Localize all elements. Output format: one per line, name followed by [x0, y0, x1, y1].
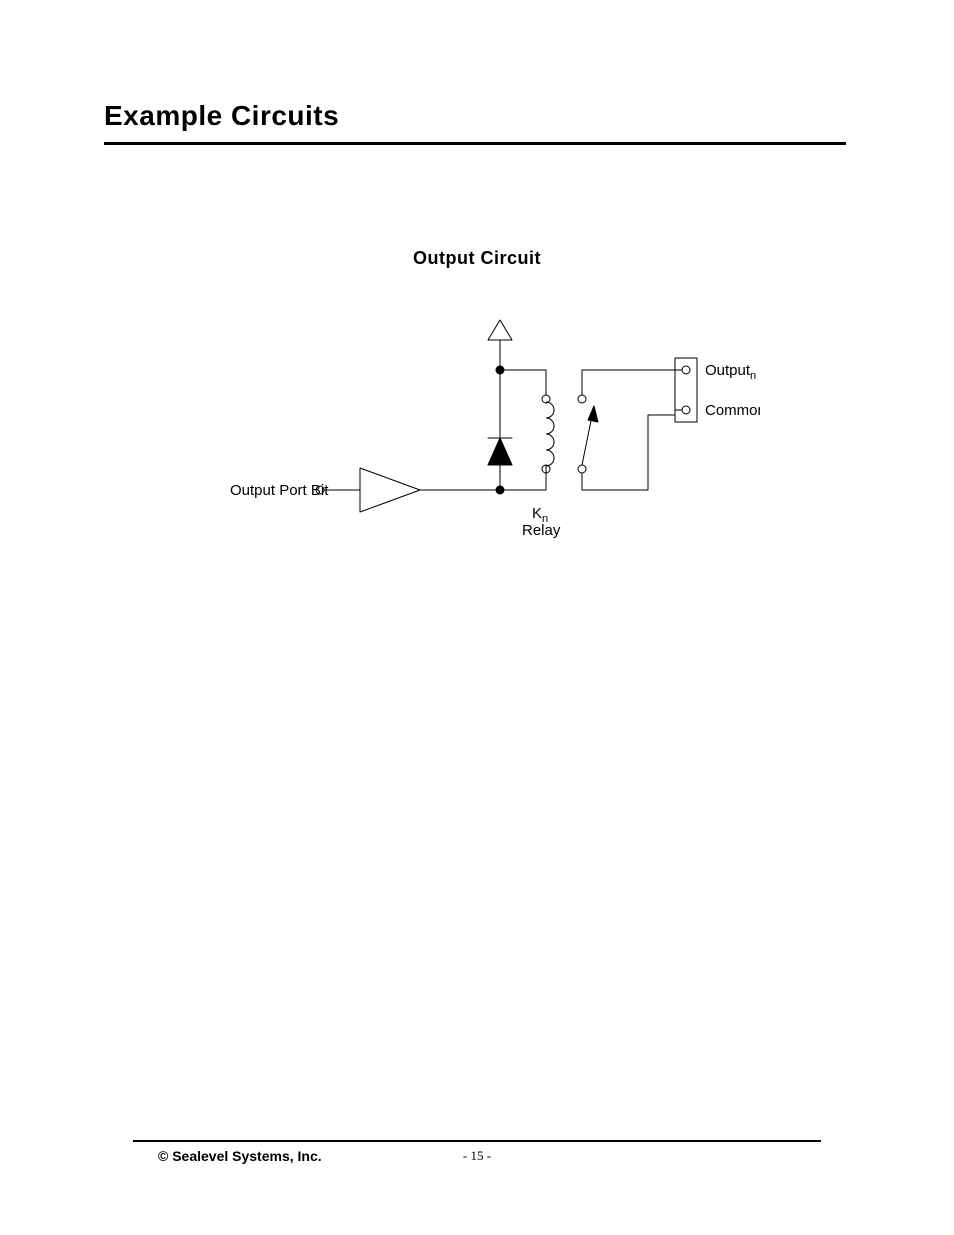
svg-text:Relay: Relay	[522, 522, 561, 539]
document-page: Example Circuits Output Circuit Output P…	[0, 0, 954, 1235]
svg-text:Output Port Bit: Output Port Bit	[230, 482, 329, 499]
diagram-title: Output Circuit	[0, 248, 954, 269]
svg-text:Common: Common	[705, 402, 760, 419]
footer-page-number: - 15 -	[0, 1148, 954, 1164]
footer-rule	[133, 1140, 821, 1142]
output-circuit-diagram: Output Port BitKnRelayOutputnCommon	[230, 310, 760, 560]
svg-text:Outputn: Outputn	[705, 362, 756, 382]
section-heading: Example Circuits	[104, 100, 339, 132]
section-rule	[104, 142, 846, 145]
